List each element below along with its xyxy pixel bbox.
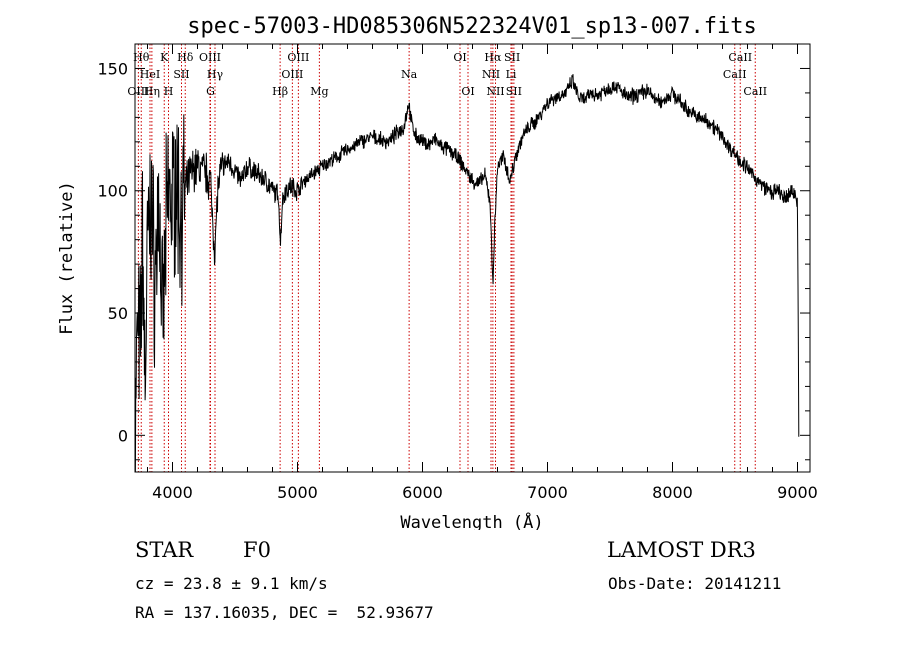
line-label-23: SII (506, 85, 522, 98)
x-tick-label-5: 9000 (777, 483, 818, 502)
line-label-19: Hα (484, 51, 502, 64)
object-class: STAR (135, 538, 194, 562)
x-tick-label-1: 5000 (277, 483, 318, 502)
spectrum-chart: spec-57003-HD085306N522324V01_sp13-007.f… (57, 14, 818, 530)
line-label-8: OIII (199, 51, 221, 64)
line-label-20: NII (486, 85, 504, 98)
line-label-2: HeI (140, 68, 160, 81)
plot-frame (134, 43, 811, 473)
line-label-5: H (164, 85, 174, 98)
line-label-13: OIII (287, 51, 309, 64)
spectrum-layer (134, 74, 800, 473)
emission-line-labels: OIII Hθ HeI Hη K H SII Hδ OIII G Hγ Hβ OIII OIII Mg Na O… (127, 51, 767, 98)
x-tick-label-3: 7000 (527, 483, 568, 502)
x-tick-label-2: 6000 (402, 483, 443, 502)
observation-date: Obs-Date: 20141211 (608, 574, 782, 593)
line-label-1: Hθ (133, 51, 150, 64)
x-tick-label-0: 4000 (152, 483, 193, 502)
line-label-14: Mg (310, 85, 328, 98)
line-label-12: OIII (281, 68, 303, 81)
line-label-15: Na (401, 68, 418, 81)
line-label-26: CaII (743, 85, 767, 98)
line-label-22: SII (504, 51, 520, 64)
line-label-18: NII (482, 68, 500, 81)
redshift-cz: cz = 23.8 ± 9.1 km/s (135, 574, 328, 593)
emission-line-markers (137, 44, 756, 472)
line-label-16: OI (453, 51, 466, 64)
y-tick-label-2: 100 (97, 182, 128, 201)
survey-name: LAMOST DR3 (607, 538, 756, 562)
line-label-6: SII (173, 68, 189, 81)
line-label-21: Li (506, 68, 517, 81)
line-label-7: Hδ (177, 51, 194, 64)
line-label-11: Hβ (272, 85, 288, 98)
y-tick-label-0: 0 (118, 426, 128, 445)
y-tick-label-1: 50 (108, 304, 128, 323)
spectrum-line (134, 74, 800, 473)
line-label-24: CaII (723, 68, 747, 81)
spectral-subclass: F0 (243, 538, 271, 562)
line-label-9: G (206, 85, 215, 98)
line-label-25: CaII (728, 51, 752, 64)
line-label-0: OIII (127, 85, 149, 98)
line-label-4: K (160, 51, 169, 64)
axis-ticks: 4000 5000 6000 7000 8000 9000 0 50 100 150 (97, 44, 818, 502)
y-tick-label-3: 150 (97, 59, 128, 78)
sky-coordinates: RA = 137.16035, DEC = 52.93677 (135, 603, 434, 622)
line-label-3: Hη (144, 85, 160, 98)
x-axis-label: Wavelength (Å) (400, 511, 543, 530)
x-tick-label-4: 8000 (652, 483, 693, 502)
line-label-10: Hγ (207, 68, 224, 81)
chart-title: spec-57003-HD085306N522324V01_sp13-007.f… (187, 14, 757, 39)
line-label-17: OI (461, 85, 474, 98)
y-axis-label: Flux (relative) (57, 181, 77, 335)
